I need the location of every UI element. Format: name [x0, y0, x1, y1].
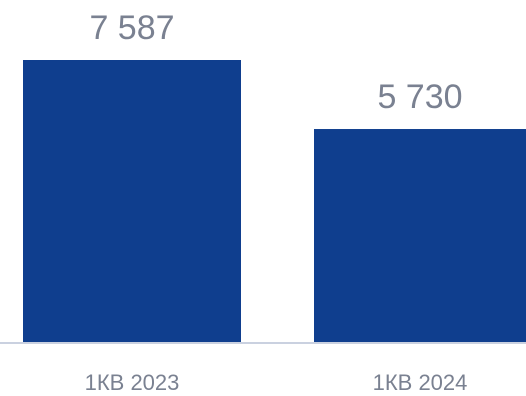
value-labels-group: 7 587 5 730 — [89, 9, 462, 116]
category-labels-group: 1КВ 2023 1КВ 2024 — [85, 370, 468, 395]
bar-1 — [23, 60, 241, 342]
value-label-2: 5 730 — [377, 78, 462, 116]
category-label-2: 1КВ 2024 — [373, 370, 468, 395]
value-label-1: 7 587 — [89, 9, 174, 47]
bar-2 — [314, 129, 526, 342]
bars-group — [23, 60, 526, 342]
category-label-1: 1КВ 2023 — [85, 370, 180, 395]
